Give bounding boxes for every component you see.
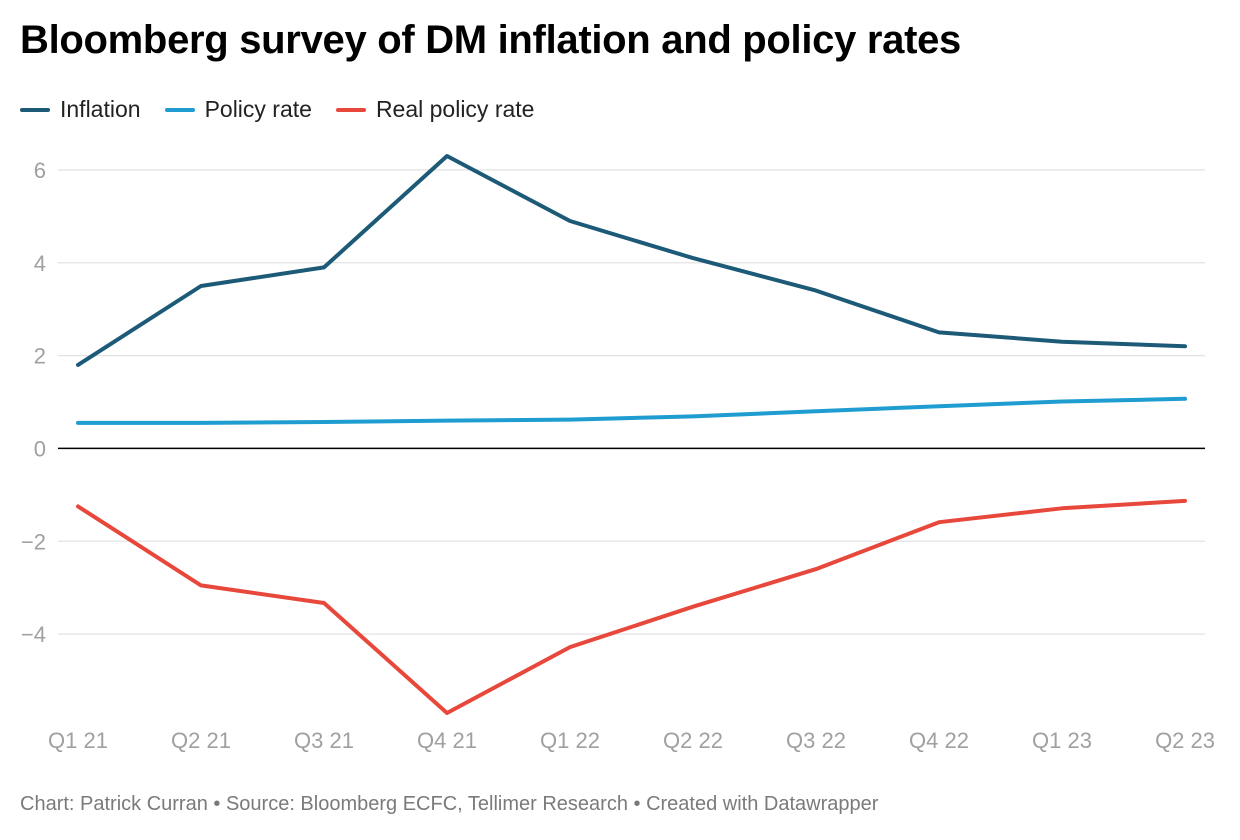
y-tick-label: −4 bbox=[21, 622, 46, 647]
x-tick-label: Q2 22 bbox=[663, 728, 723, 753]
x-tick-label: Q4 21 bbox=[417, 728, 477, 753]
x-tick-label: Q1 22 bbox=[540, 728, 600, 753]
y-tick-label: 0 bbox=[34, 436, 46, 461]
legend-label-inflation: Inflation bbox=[60, 96, 141, 122]
chart-footer: Chart: Patrick Curran • Source: Bloomber… bbox=[20, 793, 879, 815]
x-tick-label: Q3 21 bbox=[294, 728, 354, 753]
legend-item-policy-rate: Policy rate bbox=[164, 96, 312, 123]
x-tick-label: Q2 23 bbox=[1155, 728, 1215, 753]
y-tick-label: 4 bbox=[34, 251, 46, 276]
legend-swatch-policy-rate bbox=[164, 107, 195, 112]
x-tick-label: Q2 21 bbox=[171, 728, 231, 753]
legend-item-real-policy-rate: Real policy rate bbox=[335, 96, 535, 123]
series-line-policy-rate bbox=[76, 396, 1187, 425]
legend-label-policy-rate: Policy rate bbox=[204, 96, 312, 122]
legend: Inflation Policy rate Real policy rate bbox=[20, 96, 558, 123]
y-tick-label: −2 bbox=[21, 529, 46, 554]
series-line-inflation bbox=[76, 154, 1187, 367]
legend-item-inflation: Inflation bbox=[20, 96, 141, 123]
legend-swatch-inflation bbox=[20, 107, 50, 112]
x-tick-label: Q1 23 bbox=[1032, 728, 1092, 753]
series-line-real-policy-rate bbox=[76, 498, 1187, 715]
x-tick-label: Q4 22 bbox=[909, 728, 969, 753]
legend-label-real-policy-rate: Real policy rate bbox=[375, 96, 535, 122]
x-tick-label: Q1 21 bbox=[48, 728, 108, 753]
x-tick-label: Q3 22 bbox=[786, 728, 846, 753]
y-tick-label: 6 bbox=[34, 158, 46, 183]
y-tick-label: 2 bbox=[34, 344, 46, 369]
legend-swatch-real-policy-rate bbox=[335, 107, 366, 112]
chart-title: Bloomberg survey of DM inflation and pol… bbox=[20, 18, 962, 62]
